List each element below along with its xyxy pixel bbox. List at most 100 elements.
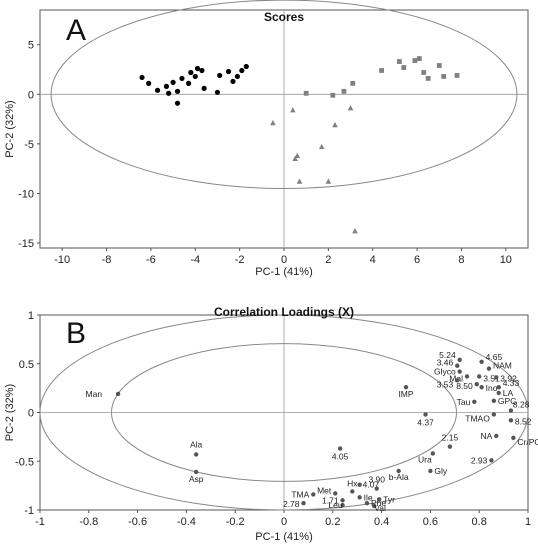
loading-label: Tau: [457, 397, 471, 407]
x-tick-label: 0.4: [374, 516, 389, 528]
x-tick-label: -4: [190, 254, 200, 266]
loading-point: [301, 500, 306, 506]
loading-label: 2.93: [471, 455, 488, 465]
score-point-square: [330, 92, 336, 98]
y-tick-label: 5: [28, 40, 34, 52]
x-tick-label: -8: [102, 254, 112, 266]
score-point-circle: [174, 88, 181, 94]
loading-label: Ura: [418, 454, 432, 464]
inner-circle: [110, 343, 458, 482]
loading-point: [333, 491, 338, 496]
score-point-square: [441, 74, 447, 79]
x-tick-label: 0: [281, 254, 287, 266]
loading-point: [474, 382, 479, 387]
loading-label: Leu: [328, 500, 342, 510]
loading-point: [477, 374, 482, 379]
x-tick-label: 2: [325, 254, 331, 266]
score-point-square: [436, 63, 442, 68]
loading-point: [496, 384, 501, 390]
loading-point: [423, 412, 428, 417]
loading-label: Tyr: [383, 494, 395, 504]
loading-label: 4.07: [363, 480, 380, 490]
score-point-square: [421, 70, 427, 75]
loading-label: 5.24: [439, 350, 456, 360]
panel-letter: B: [66, 317, 86, 350]
x-tick-label: 0.2: [325, 516, 340, 528]
score-point-triangle: [270, 120, 276, 126]
loading-point: [403, 384, 409, 390]
loading-point: [489, 458, 494, 463]
loading-point: [337, 446, 343, 451]
loading-label: 8.52: [515, 416, 532, 426]
loading-label: 4.05: [332, 452, 349, 462]
score-point-triangle: [325, 178, 332, 184]
loading-point: [455, 378, 460, 383]
loading-label: Gly: [434, 466, 448, 476]
y-tick-label: -0.5: [15, 456, 34, 468]
loading-point: [447, 444, 453, 449]
x-tick-label: -0.6: [128, 516, 147, 528]
panel-letter: A: [66, 14, 86, 47]
loading-label: 3.90: [368, 475, 385, 485]
y-tick-label: 0.5: [19, 359, 34, 371]
loading-label: LA: [503, 388, 514, 398]
loading-point: [193, 452, 199, 457]
score-point-square: [350, 80, 356, 86]
score-point-circle: [139, 74, 145, 81]
y-tick-label: 1: [28, 310, 34, 322]
score-point-circle: [163, 83, 170, 89]
loading-label: 1.71: [322, 495, 339, 505]
score-point-circle: [146, 80, 152, 86]
score-point-square: [341, 88, 347, 94]
score-point-square: [412, 58, 418, 63]
score-point-triangle: [318, 143, 325, 150]
loading-label: Hx: [347, 478, 358, 488]
x-tick-label: -0.2: [226, 516, 245, 528]
loading-label: Ala: [190, 439, 203, 449]
loading-point: [479, 359, 484, 364]
chart-title: Scores: [264, 10, 304, 24]
x-tick-label: 0: [281, 516, 287, 528]
loading-label: 2.78: [283, 499, 300, 509]
score-point-square: [416, 56, 422, 61]
x-tick-label: 0.6: [423, 516, 438, 528]
x-tick-label: -0.4: [177, 516, 196, 528]
y-axis-label: PC-2 (32%): [4, 100, 16, 157]
score-point-circle: [199, 67, 205, 74]
loading-point: [479, 384, 484, 390]
score-point-triangle: [347, 105, 354, 111]
score-point-circle: [225, 68, 232, 75]
x-axis-label: PC-1 (41%): [255, 531, 312, 543]
score-point-triangle: [290, 107, 296, 113]
loading-point: [455, 363, 460, 368]
loading-point: [115, 391, 121, 397]
score-point-circle: [186, 80, 192, 86]
loading-label: 3.92: [500, 373, 517, 383]
loading-label: TMAO: [465, 413, 490, 423]
loading-point: [508, 418, 514, 423]
score-point-square: [396, 59, 402, 64]
score-point-circle: [230, 78, 236, 84]
x-axis-label: PC-1 (41%): [255, 266, 312, 278]
loading-point: [457, 357, 462, 363]
x-tick-label: 6: [414, 254, 420, 266]
loading-label: Ile: [364, 492, 373, 502]
x-tick-label: 0.8: [472, 516, 487, 528]
score-point-triangle: [332, 122, 338, 128]
score-point-circle: [217, 72, 223, 79]
loading-point: [486, 366, 492, 371]
loading-label: 3.46: [437, 358, 454, 368]
score-point-circle: [214, 89, 221, 95]
score-point-triangle: [292, 155, 298, 161]
y-tick-label: 0: [28, 89, 34, 101]
score-point-circle: [192, 73, 198, 80]
loading-point: [376, 497, 382, 502]
loading-point: [311, 492, 316, 497]
score-point-square: [303, 90, 309, 96]
loading-point: [457, 369, 462, 374]
score-point-circle: [170, 79, 176, 85]
score-point-circle: [179, 75, 185, 82]
x-tick-label: -1: [35, 516, 45, 528]
y-tick-label: -5: [24, 139, 34, 151]
x-tick-label: 4: [370, 254, 376, 266]
